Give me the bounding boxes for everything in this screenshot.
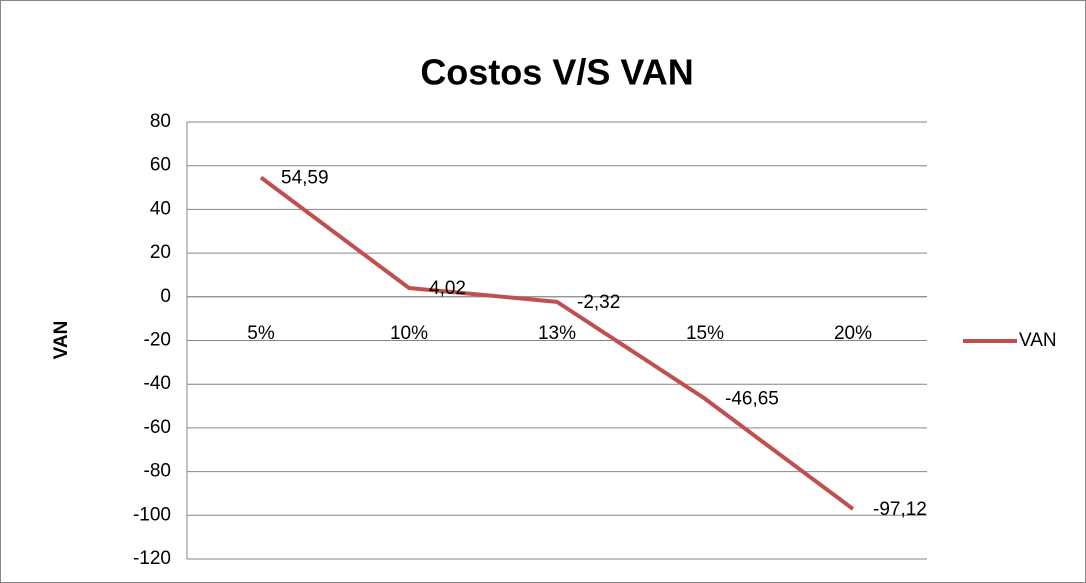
data-label: -46,65 [725, 389, 779, 410]
data-line [259, 175, 855, 511]
x-tick-label: 10% [390, 323, 428, 344]
y-tick-label: -100 [133, 504, 171, 525]
data-label: 4,02 [429, 278, 466, 299]
x-tick-label: 5% [247, 323, 275, 344]
y-tick-label: 20 [150, 242, 171, 263]
data-label: -97,12 [873, 499, 927, 520]
y-tick-label: -60 [144, 417, 171, 438]
data-label: 54,59 [281, 168, 329, 189]
y-tick-label: 40 [150, 198, 171, 219]
data-label: -2,32 [577, 292, 620, 313]
x-tick-label: 13% [538, 323, 576, 344]
chart-title: Costos V/S VAN [420, 52, 693, 93]
y-tick-label: -80 [144, 461, 171, 482]
y-tick-label: -20 [144, 330, 171, 351]
x-tick-label: 15% [686, 323, 724, 344]
legend-label: VAN [1019, 330, 1057, 351]
y-tick-label: -40 [144, 373, 171, 394]
y-tick-label: 60 [150, 155, 171, 176]
x-tick-label: 20% [834, 323, 872, 344]
y-tick-label: 0 [160, 286, 171, 307]
y-tick-label: 80 [150, 111, 171, 132]
y-axis-title: VAN [51, 321, 72, 360]
y-tick-label: -120 [133, 548, 171, 569]
